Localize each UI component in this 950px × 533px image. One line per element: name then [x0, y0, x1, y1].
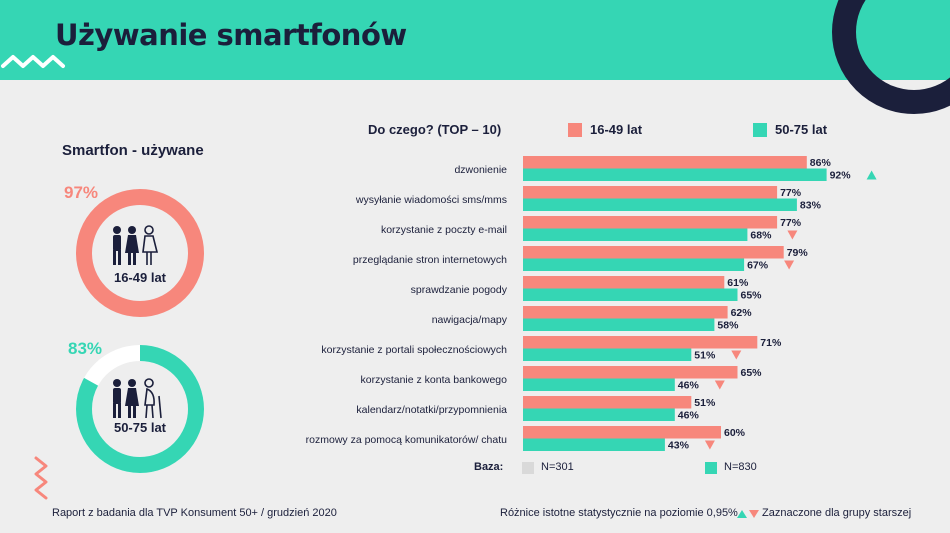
value-label: 65%	[741, 367, 763, 379]
header-bar	[0, 0, 950, 80]
category-label: rozmowy za pomocą komunikatorów/ chatu	[306, 434, 507, 446]
value-label: 61%	[727, 277, 749, 289]
value-label: 60%	[724, 427, 746, 439]
category-label: korzystanie z portali społecznościowych	[321, 344, 507, 356]
footer-source: Raport z badania dla TVP Konsument 50+ /…	[52, 507, 337, 519]
group1-donut	[76, 189, 204, 317]
significance-arrows-icon	[737, 510, 759, 518]
value-label: 77%	[780, 217, 802, 229]
bar-young	[523, 246, 784, 259]
value-label: 43%	[668, 440, 690, 452]
bar-young	[523, 156, 807, 169]
group1-percent: 97%	[64, 183, 99, 202]
value-label: 58%	[717, 320, 739, 332]
value-label: 51%	[694, 397, 716, 409]
people-icon	[113, 225, 159, 265]
bar-old	[523, 408, 675, 421]
category-label: korzystanie z konta bankowego	[360, 374, 507, 386]
legend-label-young: 16-49 lat	[590, 122, 643, 137]
category-label: wysyłanie wiadomości sms/mms	[355, 194, 507, 206]
bar-young	[523, 396, 692, 409]
bar-young	[523, 366, 738, 379]
baza-swatch-young	[522, 462, 534, 474]
value-label: 71%	[760, 337, 782, 349]
value-label: 65%	[741, 290, 763, 302]
significance-down-icon	[784, 260, 795, 270]
category-label: kalendarz/notatki/przypomnienia	[356, 404, 507, 416]
baza-value-old: N=830	[724, 461, 757, 473]
value-label: 46%	[678, 380, 700, 392]
baza-label: Baza:	[474, 461, 504, 473]
bar-young	[523, 276, 725, 289]
significance-up-icon	[866, 170, 877, 180]
value-label: 79%	[787, 247, 809, 259]
value-label: 92%	[830, 170, 852, 182]
elderly-people-icon	[113, 378, 162, 419]
value-label: 46%	[678, 410, 700, 422]
bar-old	[523, 198, 797, 211]
legend-swatch-young	[568, 123, 582, 137]
bar-old	[523, 378, 675, 391]
bar-old	[523, 288, 738, 301]
footer-significance-note: Różnice istotne statystycznie na poziomi…	[500, 507, 738, 519]
bar-old	[523, 168, 827, 181]
legend-heading: Do czego? (TOP – 10)	[368, 122, 502, 137]
bar-young	[523, 216, 778, 229]
category-label: przeglądanie stron internetowych	[353, 254, 507, 266]
bar-young	[523, 426, 721, 439]
category-label: dzwonienie	[454, 164, 507, 176]
category-label: sprawdzanie pogody	[411, 284, 508, 296]
significance-down-icon	[731, 350, 742, 360]
ring-decoration	[832, 0, 950, 114]
value-label: 67%	[747, 260, 769, 272]
baza-value-young: N=301	[541, 461, 574, 473]
zigzag-decoration	[1, 55, 65, 68]
bar-old	[523, 318, 715, 331]
category-label: korzystanie z poczty e-mail	[381, 224, 507, 236]
legend-swatch-old	[753, 123, 767, 137]
significance-down-icon	[704, 440, 715, 450]
bar-old	[523, 348, 692, 361]
value-label: 77%	[780, 187, 802, 199]
group2-donut	[76, 345, 204, 473]
group2-label: 50-75 lat	[113, 420, 167, 435]
group1-label: 16-49 lat	[113, 270, 167, 285]
category-label: nawigacja/mapy	[432, 314, 508, 326]
baza-swatch-old	[705, 462, 717, 474]
vertical-zigzag-decoration	[34, 456, 48, 500]
bar-young	[523, 306, 728, 319]
group2-percent: 83%	[68, 339, 103, 358]
page-title: Używanie smartfonów	[55, 18, 407, 52]
value-label: 62%	[731, 307, 753, 319]
bar-young	[523, 336, 758, 349]
bar-young	[523, 186, 778, 199]
significance-down-icon	[714, 380, 725, 390]
value-label: 68%	[750, 230, 772, 242]
bar-old	[523, 228, 748, 241]
smartphone-subtitle: Smartfon - używane	[62, 142, 204, 159]
value-label: 51%	[694, 350, 716, 362]
legend-label-old: 50-75 lat	[775, 122, 828, 137]
value-label: 83%	[800, 200, 822, 212]
footer-marked-note: Zaznaczone dla grupy starszej	[762, 507, 912, 519]
value-label: 86%	[810, 157, 832, 169]
bar-old	[523, 438, 665, 451]
significance-down-icon	[787, 230, 798, 240]
bar-old	[523, 258, 745, 271]
